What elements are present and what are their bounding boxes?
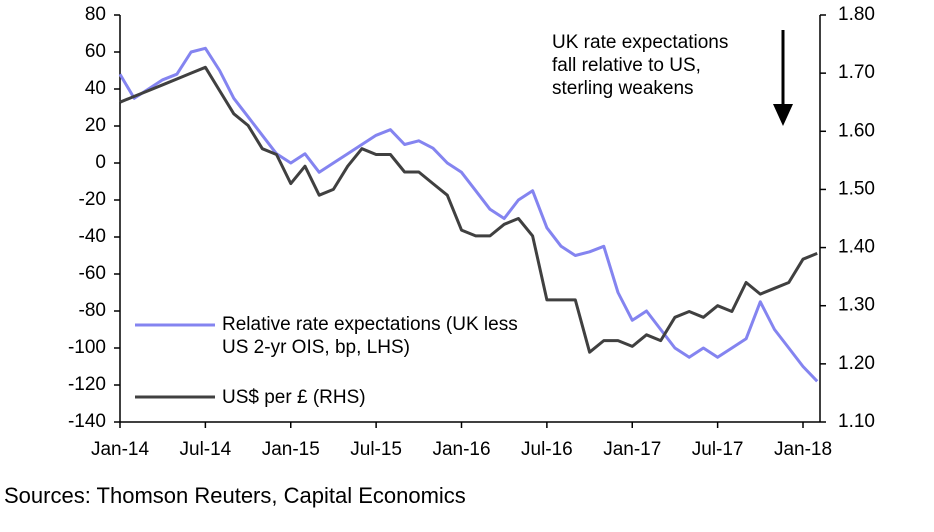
y-tick-label: -40 bbox=[79, 226, 106, 247]
y-tick-label: -80 bbox=[79, 300, 106, 321]
annotation-line: sterling weakens bbox=[552, 78, 694, 99]
y2-tick-label: 1.70 bbox=[838, 62, 875, 83]
series-line bbox=[119, 65, 818, 354]
x-tick-label: Jul-17 bbox=[692, 439, 744, 460]
y2-tick-label: 1.10 bbox=[838, 411, 875, 432]
legend-label: Relative rate expectations (UK less US 2… bbox=[222, 314, 518, 358]
y-tick-label: -60 bbox=[79, 263, 106, 284]
annotation-line: UK rate expectations bbox=[552, 32, 729, 53]
x-tick-label: Jan-16 bbox=[432, 439, 490, 460]
y-tick-label: -100 bbox=[68, 337, 106, 358]
x-tick-label: Jan-14 bbox=[91, 439, 150, 460]
y2-tick-label: 1.40 bbox=[838, 237, 875, 258]
legend-label: US$ per £ (RHS) bbox=[222, 387, 366, 408]
x-tick-label: Jul-15 bbox=[350, 439, 402, 460]
y-tick-label: 0 bbox=[95, 152, 106, 173]
y-tick-label: -20 bbox=[79, 189, 106, 210]
y2-tick-label: 1.60 bbox=[838, 120, 875, 141]
y-tick-label: 80 bbox=[85, 4, 106, 25]
y-tick-label: 40 bbox=[85, 78, 106, 99]
y2-tick-label: 1.80 bbox=[838, 4, 875, 25]
annotation-arrowhead bbox=[773, 104, 793, 126]
y2-tick-label: 1.20 bbox=[838, 353, 875, 374]
annotation: UK rate expectations fall relative to US,… bbox=[552, 31, 782, 100]
y-tick-label: -120 bbox=[68, 374, 106, 395]
source-note: Sources: Thomson Reuters, Capital Econom… bbox=[4, 483, 466, 508]
y-tick-label: -140 bbox=[68, 411, 106, 432]
y-tick-label: 60 bbox=[85, 41, 106, 62]
x-tick-label: Jan-17 bbox=[603, 439, 661, 460]
x-tick-label: Jul-14 bbox=[180, 439, 232, 460]
y-tick-label: 20 bbox=[85, 115, 106, 136]
x-tick-label: Jul-16 bbox=[521, 439, 573, 460]
y2-tick-label: 1.30 bbox=[838, 295, 875, 316]
x-tick-label: Jan-15 bbox=[262, 439, 320, 460]
annotation-line: fall relative to US, bbox=[552, 55, 701, 76]
y2-tick-label: 1.50 bbox=[838, 178, 875, 199]
x-tick-label: Jan-18 bbox=[774, 439, 832, 460]
series-line bbox=[118, 46, 819, 383]
